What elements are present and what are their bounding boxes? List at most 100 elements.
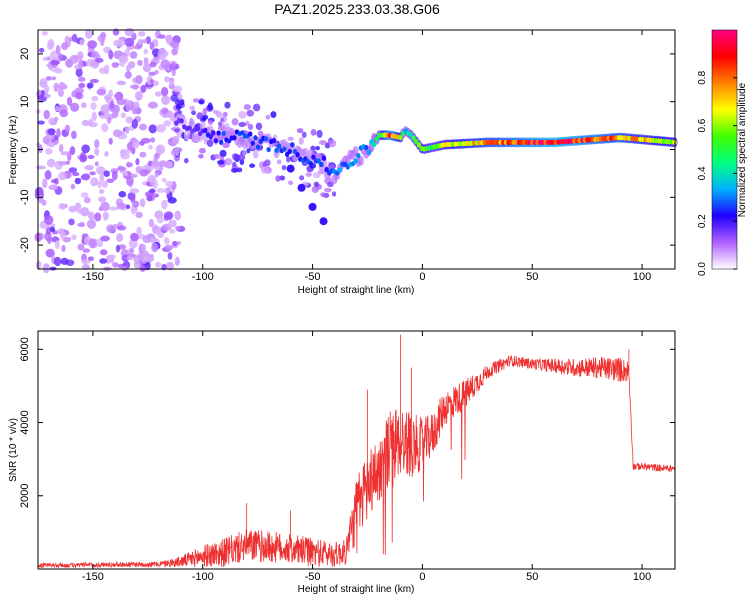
noise-cell xyxy=(149,61,157,68)
noise-cell xyxy=(58,160,68,166)
scatter-cell xyxy=(207,119,214,125)
ridge-cell xyxy=(363,144,369,151)
scatter-cell xyxy=(310,128,317,136)
noise-cell xyxy=(167,251,173,260)
y-tick-label: 10 xyxy=(19,96,31,108)
noise-cell xyxy=(81,259,91,265)
noise-cell xyxy=(126,255,134,261)
y-tick-label: -10 xyxy=(19,189,31,205)
noise-cell xyxy=(87,256,94,262)
ridge-cell xyxy=(295,152,300,158)
noise-cell xyxy=(116,225,127,231)
noise-cell xyxy=(164,237,170,245)
scatter-cell xyxy=(183,157,189,164)
noise-cell xyxy=(106,224,116,233)
noise-cell xyxy=(81,263,90,270)
noise-cell xyxy=(54,177,59,185)
noise-cell xyxy=(163,120,172,127)
noise-cell xyxy=(169,228,176,234)
noise-cell xyxy=(74,202,82,212)
noise-cell xyxy=(165,180,174,187)
x-tick-label: -100 xyxy=(192,271,214,283)
scatter-cell xyxy=(196,112,204,120)
noise-cell xyxy=(162,177,167,183)
noise-cell xyxy=(60,151,70,156)
noise-cell xyxy=(100,201,110,212)
noise-cell xyxy=(94,139,100,149)
scatter-cell xyxy=(177,92,183,101)
colorbar-gradient xyxy=(711,29,738,270)
ridge-cell xyxy=(203,127,208,134)
noise-cell xyxy=(106,178,115,184)
noise-cell xyxy=(97,181,102,189)
x-tick-label: -150 xyxy=(82,571,104,583)
noise-cell xyxy=(108,137,113,145)
noise-cell xyxy=(81,119,90,127)
noise-cell xyxy=(53,256,62,267)
noise-cell xyxy=(128,247,135,254)
noise-cell xyxy=(124,126,130,135)
noise-cell xyxy=(158,160,167,168)
noise-cell xyxy=(42,178,48,189)
scatter-cell xyxy=(252,150,259,159)
noise-cell xyxy=(82,248,91,253)
noise-cell xyxy=(49,226,56,232)
noise-cell xyxy=(156,217,164,224)
noise-cell xyxy=(171,135,180,145)
scatter-cell xyxy=(224,157,233,166)
ridge-cell xyxy=(274,147,279,153)
noise-cell xyxy=(120,112,126,119)
noise-cell xyxy=(160,59,170,69)
scatter-cell xyxy=(231,118,239,126)
noise-cell xyxy=(99,114,109,119)
colorbar-tick-label: 0.8 xyxy=(697,70,708,84)
noise-cell xyxy=(150,137,156,143)
noise-cell xyxy=(161,95,171,106)
noise-cell xyxy=(154,210,164,220)
scatter-cell xyxy=(243,103,251,110)
scatter-cell xyxy=(328,139,337,148)
noise-cell xyxy=(76,209,87,215)
scatter-cell xyxy=(327,181,334,188)
noise-cell xyxy=(99,172,105,183)
noise-cell xyxy=(148,188,156,193)
noise-cell xyxy=(139,151,147,158)
noise-cell xyxy=(65,160,71,165)
spectrogram-x-axis-label: Height of straight line (km) xyxy=(298,285,415,296)
scatter-cell xyxy=(270,111,277,118)
noise-cell xyxy=(41,31,49,36)
noise-cell xyxy=(116,233,124,243)
ridge-cell xyxy=(366,149,372,155)
noise-cell xyxy=(116,98,127,106)
x-tick-label: 100 xyxy=(633,271,651,283)
noise-cell xyxy=(100,32,107,39)
scatter-cell xyxy=(281,164,287,171)
colorbar-tick-label: 0.2 xyxy=(697,214,708,228)
noise-cell xyxy=(66,96,73,106)
ridge-cell xyxy=(255,144,261,150)
scatter-cell xyxy=(311,186,319,194)
noise-cell xyxy=(85,29,93,39)
colorbar-tick-label: 0.4 xyxy=(697,166,708,180)
noise-cell xyxy=(78,59,84,70)
noise-cell xyxy=(157,232,165,238)
noise-cell xyxy=(70,183,76,190)
x-tick-label: -100 xyxy=(192,571,214,583)
ridge-cell xyxy=(334,170,340,176)
ridge-cell xyxy=(292,148,298,155)
ridge-cell xyxy=(232,135,237,141)
noise-cell xyxy=(108,49,114,60)
ridge-cell xyxy=(195,126,200,132)
ridge-cell xyxy=(187,125,192,131)
noise-cell xyxy=(131,118,139,129)
noise-cell xyxy=(71,130,77,140)
ridge-cell xyxy=(240,130,245,136)
noise-cell xyxy=(121,265,128,271)
noise-cell xyxy=(79,38,85,46)
noise-cell xyxy=(100,235,110,242)
scatter-cell xyxy=(299,175,305,181)
noise-cell xyxy=(81,173,91,181)
snr-line-group xyxy=(37,334,676,569)
noise-cell xyxy=(54,106,61,112)
scatter-cell xyxy=(296,128,304,134)
